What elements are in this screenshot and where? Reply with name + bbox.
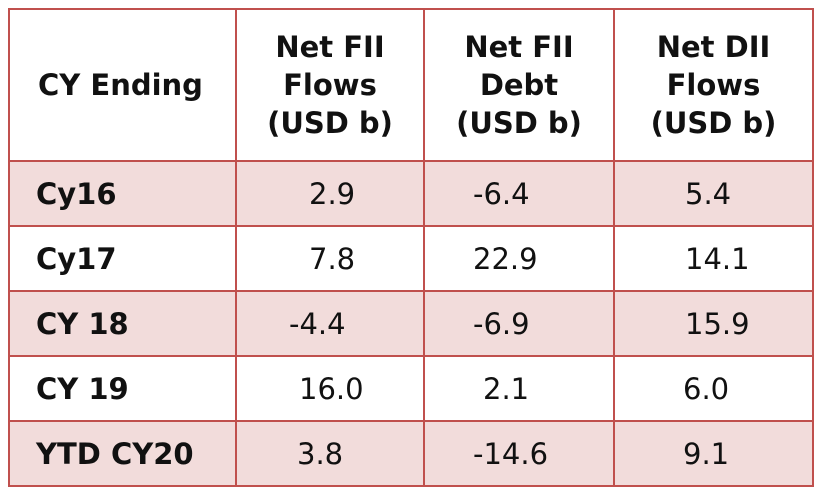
header-net-fii-debt: Net FII Debt (USD b) <box>423 8 615 162</box>
cell-fii-flows: 2.9 <box>235 160 425 227</box>
cell-dii-flows: 14.1 <box>613 225 814 292</box>
cell-dii-flows: 15.9 <box>613 290 814 357</box>
cell-fii-debt: -6.4 <box>423 160 615 227</box>
header-row: CY Ending Net FII Flows (USD b) Net FII Deb… <box>8 8 814 162</box>
header-net-dii-flows: Net DII Flows (USD b) <box>613 8 814 162</box>
flows-table: CY Ending Net FII Flows (USD b) Net FII Deb… <box>8 8 814 487</box>
cell-fii-debt: -14.6 <box>423 420 615 487</box>
row-label: YTD CY20 <box>8 420 237 487</box>
table-row: YTD CY20 3.8 -14.6 9.1 <box>8 420 814 487</box>
cell-dii-flows: 9.1 <box>613 420 814 487</box>
table-row: Cy16 2.9 -6.4 5.4 <box>8 160 814 227</box>
cell-dii-flows: 6.0 <box>613 355 814 422</box>
table-row: CY 18 -4.4 -6.9 15.9 <box>8 290 814 357</box>
cell-dii-flows: 5.4 <box>613 160 814 227</box>
cell-fii-debt: 2.1 <box>423 355 615 422</box>
header-cy-ending: CY Ending <box>8 8 237 162</box>
cell-fii-flows: 7.8 <box>235 225 425 292</box>
cell-fii-flows: 16.0 <box>235 355 425 422</box>
cell-fii-flows: 3.8 <box>235 420 425 487</box>
row-label: Cy16 <box>8 160 237 227</box>
cell-fii-debt: 22.9 <box>423 225 615 292</box>
table-row: Cy17 7.8 22.9 14.1 <box>8 225 814 292</box>
row-label: CY 19 <box>8 355 237 422</box>
header-net-fii-flows: Net FII Flows (USD b) <box>235 8 425 162</box>
row-label: Cy17 <box>8 225 237 292</box>
cell-fii-debt: -6.9 <box>423 290 615 357</box>
row-label: CY 18 <box>8 290 237 357</box>
cell-fii-flows: -4.4 <box>235 290 425 357</box>
table-row: CY 19 16.0 2.1 6.0 <box>8 355 814 422</box>
